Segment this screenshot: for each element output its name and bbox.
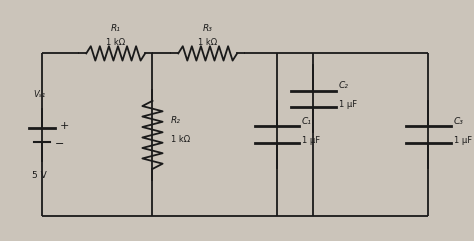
Text: 1 μF: 1 μF xyxy=(339,100,357,109)
Text: 1 μF: 1 μF xyxy=(454,136,472,145)
Text: +: + xyxy=(60,121,69,131)
Text: 1 kΩ: 1 kΩ xyxy=(171,135,190,144)
Text: −: − xyxy=(55,139,64,149)
Text: Vₛ₁: Vₛ₁ xyxy=(34,90,46,99)
Text: C₂: C₂ xyxy=(339,81,349,90)
Text: R₃: R₃ xyxy=(203,24,213,33)
Text: 1 kΩ: 1 kΩ xyxy=(106,38,125,47)
Text: R₂: R₂ xyxy=(171,116,181,125)
Text: C₃: C₃ xyxy=(454,117,464,126)
Text: 1 μF: 1 μF xyxy=(302,136,320,145)
Text: 1 kΩ: 1 kΩ xyxy=(198,38,217,47)
Text: R₁: R₁ xyxy=(111,24,120,33)
Text: 5 V: 5 V xyxy=(32,171,47,180)
Text: C₁: C₁ xyxy=(302,117,312,126)
